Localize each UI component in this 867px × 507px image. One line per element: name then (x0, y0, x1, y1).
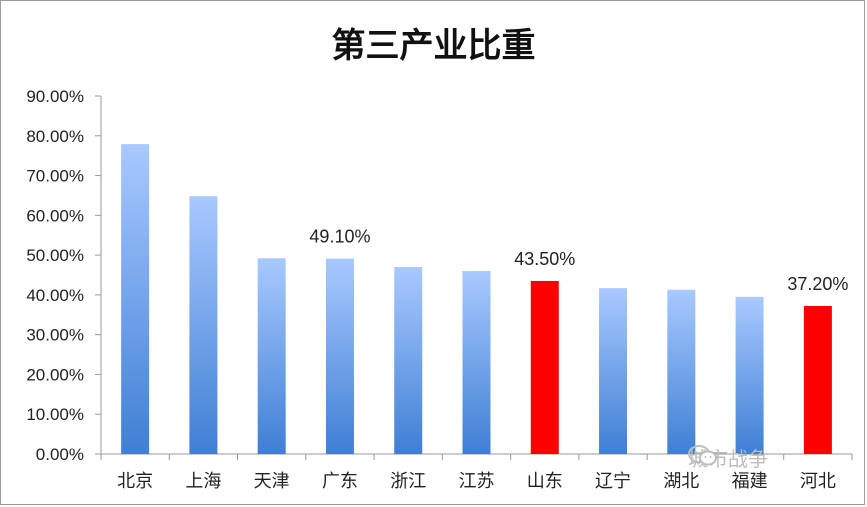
data-label: 37.20% (787, 274, 848, 294)
bar (667, 289, 696, 454)
bar (325, 258, 354, 454)
x-category-label: 湖北 (663, 471, 699, 492)
bar (462, 271, 491, 454)
y-tick-label: 70.00% (26, 167, 84, 186)
x-category-label: 浙江 (390, 471, 426, 492)
bar-highlighted (803, 306, 832, 454)
x-category-label: 天津 (254, 471, 290, 492)
data-label: 43.50% (514, 249, 575, 269)
bar (735, 296, 764, 454)
x-category-label: 河北 (800, 471, 836, 492)
bar-highlighted (530, 280, 559, 454)
y-tick-label: 80.00% (26, 127, 84, 146)
x-category-label: 江苏 (459, 471, 495, 492)
y-tick-label: 60.00% (26, 206, 84, 225)
bar (257, 258, 286, 454)
y-tick-label: 0.00% (36, 445, 84, 464)
watermark: 城市战争 (688, 444, 768, 471)
y-tick-label: 50.00% (26, 246, 84, 265)
x-category-label: 辽宁 (595, 471, 631, 492)
y-tick-label: 40.00% (26, 286, 84, 305)
x-category-label: 上海 (185, 471, 221, 492)
bar (121, 144, 150, 454)
x-category-label: 广东 (322, 471, 358, 492)
x-category-label: 北京 (117, 471, 153, 492)
bar (189, 196, 218, 455)
y-tick-label: 30.00% (26, 326, 84, 345)
y-tick-label: 10.00% (26, 405, 84, 424)
x-category-label: 福建 (732, 471, 768, 492)
x-category-label: 山东 (527, 471, 563, 492)
chart-title: 第三产业比重 (331, 26, 536, 66)
y-tick-label: 20.00% (26, 365, 84, 384)
y-tick-label: 90.00% (26, 87, 84, 106)
data-label: 49.10% (309, 227, 370, 247)
bar (394, 267, 423, 454)
wechat-icon (688, 445, 717, 466)
bar (599, 288, 628, 454)
